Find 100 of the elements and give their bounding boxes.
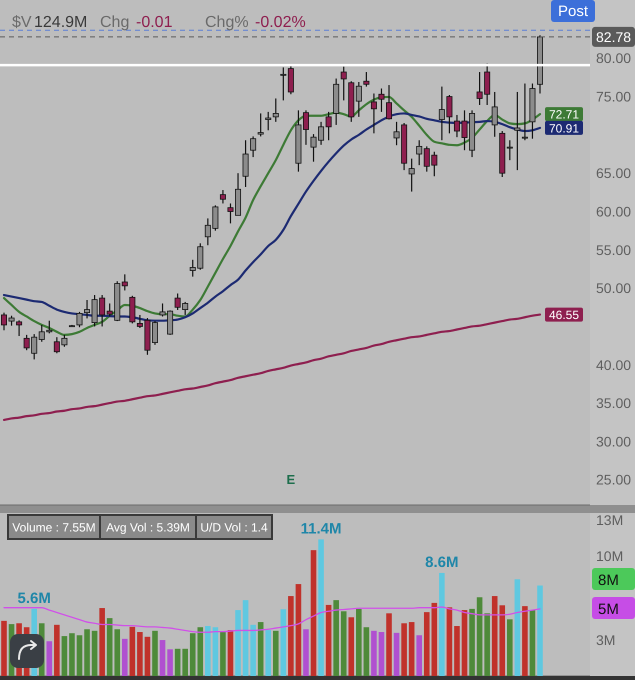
y-tick-label: 3M: [596, 632, 616, 648]
bar: [205, 626, 211, 676]
text: 8M: [598, 572, 619, 589]
annotation: -0.01: [136, 14, 173, 31]
bar: [182, 648, 188, 676]
y-tick-label: 13M: [596, 512, 624, 528]
data-label: 72.71: [548, 108, 580, 122]
bar: [530, 610, 536, 676]
annotation: Avg Vol : 5.39M: [106, 520, 190, 534]
bar: [280, 609, 286, 676]
bar: [432, 602, 438, 676]
bar: [310, 550, 316, 676]
bar: [371, 630, 377, 676]
bar: [499, 605, 506, 676]
annotation: Chg: [100, 14, 130, 31]
bar: [356, 608, 362, 676]
bar: [152, 630, 158, 676]
data-label: 8.6M: [425, 554, 459, 571]
bar: [469, 608, 475, 676]
bar: [537, 586, 543, 676]
bar: [378, 632, 384, 676]
candlestick: [190, 259, 196, 278]
candlestick: [416, 140, 422, 166]
y-tick-label: 75.00: [596, 88, 632, 105]
bar: [401, 623, 407, 676]
bar: [522, 606, 528, 676]
y-tick-label: 30.00: [596, 433, 632, 450]
bar: [122, 638, 128, 676]
annotation: E: [286, 472, 296, 487]
bar: [424, 612, 430, 676]
bar: [92, 630, 98, 676]
bar: [408, 622, 414, 676]
candlestick: [76, 311, 82, 328]
candlestick: [386, 84, 392, 120]
bar: [296, 584, 302, 676]
bar: [99, 608, 105, 676]
data-label: 11.4M: [300, 520, 342, 538]
bar: [62, 636, 68, 676]
y-tick-label: 60.00: [596, 204, 632, 220]
annotation: Chg%: [205, 14, 249, 31]
bar: [54, 624, 60, 676]
bar: [265, 630, 272, 676]
bar: [114, 629, 120, 676]
data-label: 70.91: [548, 121, 580, 136]
bar: [197, 627, 204, 676]
candlestick: [492, 91, 498, 138]
bar: [174, 648, 180, 676]
bar: [130, 626, 136, 676]
data-label: 46.55: [548, 308, 580, 322]
bar: [228, 630, 234, 676]
y-tick-label: 10M: [596, 548, 624, 564]
bar: [394, 632, 400, 676]
data-label: 5.6M: [18, 590, 51, 607]
candlestick: [197, 242, 204, 270]
bar: [507, 619, 513, 676]
bar: [242, 600, 248, 676]
bar: [333, 600, 339, 676]
bar: [484, 613, 490, 676]
bar: [160, 640, 166, 676]
bar: [190, 633, 196, 676]
candlestick: [122, 274, 128, 292]
candlestick: [242, 140, 249, 188]
y-tick-label: 55.00: [596, 242, 632, 258]
bar: [167, 649, 173, 676]
bar: [258, 622, 264, 676]
bar: [137, 632, 143, 676]
bar: [144, 636, 150, 676]
candlestick: [272, 98, 279, 122]
bar: [439, 572, 445, 676]
bar: [1, 620, 7, 676]
bar: [288, 596, 294, 676]
ref-line-label: 82.78: [596, 28, 632, 45]
bar: [318, 539, 324, 676]
y-tick-label: 40.00: [596, 356, 632, 373]
bar: [446, 607, 452, 676]
text: Post: [558, 3, 589, 20]
bar: [348, 617, 354, 676]
annotation: 124.9M: [34, 14, 88, 31]
candlestick: [265, 111, 272, 131]
bar: [416, 635, 422, 676]
bar: [106, 618, 112, 676]
annotation: U/D Vol : 1.4: [200, 520, 268, 534]
bar: [492, 596, 498, 676]
candlestick: [46, 320, 52, 334]
candlestick: [258, 112, 264, 138]
annotation: -0.02%: [255, 14, 306, 31]
annotation: Volume : 7.55M: [12, 520, 96, 534]
y-tick-label: 50.00: [596, 280, 632, 296]
bar: [386, 613, 392, 676]
candlestick: [408, 158, 415, 192]
candlestick: [514, 91, 520, 171]
line-series: [2, 313, 542, 422]
candlestick: [250, 136, 256, 158]
y-tick-label: 80.00: [596, 50, 632, 66]
bar: [303, 629, 309, 676]
candlestick: [340, 66, 347, 101]
bar: [235, 610, 241, 676]
y-tick-label: 65.00: [596, 165, 632, 182]
candlestick: [16, 320, 22, 337]
y-tick-label: 25.00: [596, 472, 632, 488]
